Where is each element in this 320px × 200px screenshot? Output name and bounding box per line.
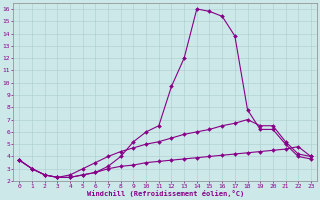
X-axis label: Windchill (Refroidissement éolien,°C): Windchill (Refroidissement éolien,°C) (86, 190, 244, 197)
